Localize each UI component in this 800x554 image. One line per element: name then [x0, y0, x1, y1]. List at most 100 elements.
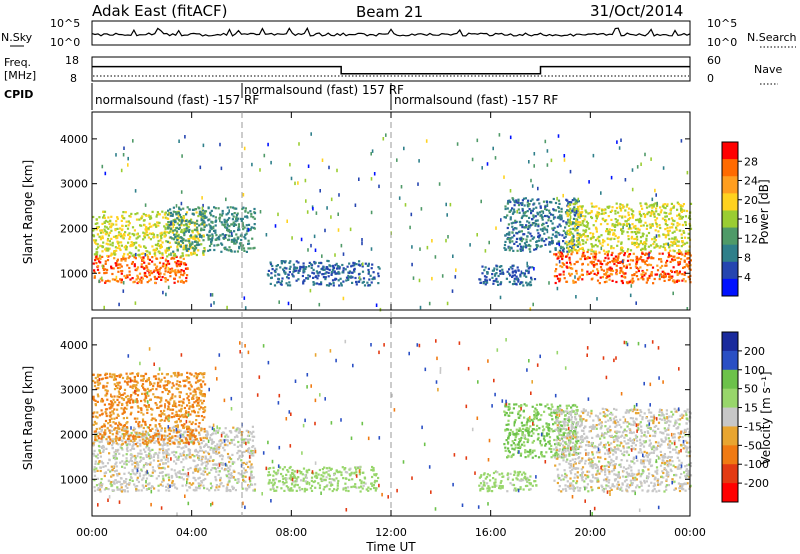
velocity-echo-cell [121, 433, 124, 436]
power-echo-cell [101, 279, 104, 282]
power-echo-cell [635, 232, 638, 235]
power-echo-cell [195, 235, 198, 238]
power-echo-cell [504, 248, 507, 251]
velocity-echo-cell [161, 471, 164, 474]
velocity-echo-cell [191, 453, 194, 457]
power-y-tick-label: 4000 [60, 133, 88, 146]
velocity-echo-cell [186, 489, 189, 492]
velocity-echo-cell [251, 483, 254, 486]
velocity-echo-cell [103, 431, 106, 434]
power-echo-cell [96, 222, 99, 225]
power-echo-cell [595, 262, 598, 266]
power-echo-cell [166, 278, 169, 282]
power-cbar-swatch [722, 227, 738, 246]
velocity-echo-cell [105, 447, 108, 450]
power-echo-cell [161, 210, 164, 213]
power-echo-cell [661, 275, 664, 279]
velocity-echo-cell [222, 431, 225, 434]
velocity-echo-cell [170, 386, 174, 389]
velocity-echo-cell [237, 478, 240, 481]
velocity-echo-cell [187, 475, 190, 478]
velocity-echo-cell [182, 452, 185, 455]
power-echo-cell [165, 264, 168, 267]
power-echo-cell [494, 273, 497, 276]
power-echo-cell [628, 280, 631, 283]
power-echo-cell [658, 252, 661, 255]
power-echo-cell [141, 215, 144, 218]
power-echo-cell [200, 217, 203, 220]
power-echo-cell-scatter [98, 279, 100, 284]
velocity-echo-cell [151, 474, 154, 478]
velocity-echo-cell [116, 408, 119, 411]
power-echo-cell [573, 198, 577, 201]
power-echo-cell [232, 215, 235, 218]
velocity-echo-cell [154, 377, 157, 380]
noise-left-tick-top: 10^5 [50, 17, 80, 30]
velocity-echo-cell [193, 401, 196, 404]
power-echo-cell-scatter [451, 289, 454, 293]
power-echo-cell [186, 229, 189, 232]
power-echo-cell [133, 280, 136, 283]
power-echo-cell [641, 275, 644, 278]
power-echo-cell [511, 283, 515, 286]
power-echo-cell [355, 283, 358, 286]
velocity-echo-cell [244, 487, 247, 490]
power-echo-cell [504, 216, 507, 219]
velocity-echo-cell [163, 413, 166, 416]
velocity-echo-cell [115, 473, 119, 476]
velocity-echo-cell [146, 443, 149, 446]
power-echo-cell [582, 229, 585, 232]
power-echo-cell [540, 210, 543, 213]
power-echo-cell [322, 276, 325, 279]
power-echo-cell [534, 224, 537, 227]
velocity-echo-cell [249, 431, 252, 434]
velocity-echo-cell [160, 427, 163, 430]
power-echo-cell-scatter [334, 253, 336, 257]
velocity-echo-cell [206, 467, 209, 470]
velocity-echo-cell [238, 429, 241, 432]
power-echo-cell [539, 245, 542, 248]
power-echo-cell [369, 274, 372, 277]
power-echo-cell [123, 233, 126, 236]
velocity-echo-cell [147, 404, 150, 407]
power-echo-cell [188, 219, 191, 222]
velocity-echo-cell [235, 430, 238, 433]
power-echo-cell [607, 215, 610, 218]
velocity-echo-cell [142, 375, 145, 378]
power-echo-cell-scatter [574, 275, 576, 279]
power-echo-cell [127, 224, 130, 227]
power-echo-cell [171, 213, 174, 216]
velocity-echo-cell [133, 380, 136, 383]
power-echo-cell [305, 277, 308, 280]
velocity-echo-cell [125, 443, 128, 447]
power-echo-cell-scatter [563, 154, 566, 158]
power-echo-cell [603, 240, 606, 243]
velocity-echo-cell [207, 459, 210, 462]
power-echo-cell [111, 278, 114, 281]
velocity-echo-cell [110, 429, 113, 432]
power-echo-cell [536, 229, 539, 232]
velocity-echo-cell [194, 381, 198, 384]
velocity-echo-cell [168, 453, 171, 456]
power-echo-cell [525, 238, 528, 241]
power-echo-cell [98, 271, 101, 274]
velocity-echo-cell [117, 390, 120, 393]
power-echo-cell [573, 248, 576, 251]
velocity-echo-cell [145, 462, 148, 465]
velocity-echo-cell [116, 386, 119, 390]
power-echo-cell [141, 259, 144, 262]
velocity-echo-cell [253, 435, 256, 438]
power-echo-cell [504, 240, 507, 243]
velocity-echo-cell [146, 411, 149, 414]
power-echo-cell [619, 209, 623, 212]
velocity-echo-cell [144, 473, 147, 476]
velocity-echo-cell [196, 463, 199, 467]
power-echo-cell [96, 258, 100, 261]
power-echo-cell [518, 211, 521, 214]
power-echo-cell [526, 204, 529, 207]
power-echo-cell [497, 283, 500, 286]
velocity-echo-cell [106, 381, 109, 385]
power-echo-cell [313, 282, 316, 285]
power-echo-cell [618, 205, 621, 208]
power-echo-cell [562, 270, 565, 273]
